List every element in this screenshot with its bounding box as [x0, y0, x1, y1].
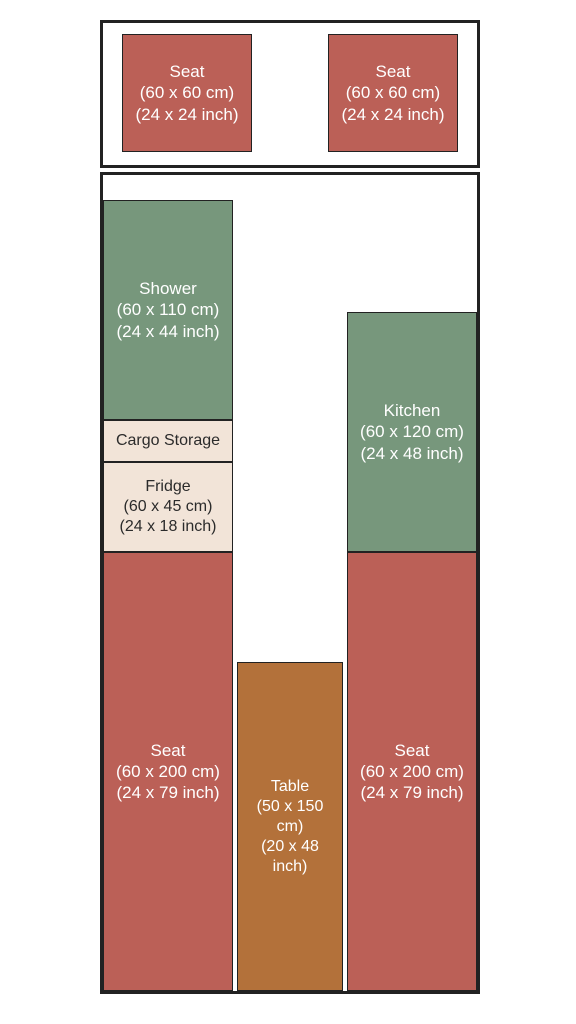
block-title: Seat	[170, 61, 205, 82]
block-dim-in: (24 x 48 inch)	[361, 443, 464, 464]
block-dim-cm: (60 x 60 cm)	[346, 82, 440, 103]
block-title: Shower	[139, 278, 197, 299]
kitchen-block: Kitchen (60 x 120 cm) (24 x 48 inch)	[347, 312, 477, 552]
block-title: Table	[271, 777, 309, 797]
block-dim-cm: (60 x 60 cm)	[140, 82, 234, 103]
block-title: Seat	[151, 740, 186, 761]
block-dim-in: (24 x 18 inch)	[120, 517, 217, 537]
block-dim-cm: (60 x 120 cm)	[360, 421, 464, 442]
block-dim-cm: (60 x 200 cm)	[360, 761, 464, 782]
fridge-block: Fridge (60 x 45 cm) (24 x 18 inch)	[103, 462, 233, 552]
floorplan-canvas: Seat (60 x 60 cm) (24 x 24 inch) Seat (6…	[0, 0, 576, 1024]
block-dim-in: (24 x 24 inch)	[342, 104, 445, 125]
cargo-storage-block: Cargo Storage	[103, 420, 233, 462]
block-title: Fridge	[145, 477, 190, 497]
block-dim-cm: (60 x 200 cm)	[116, 761, 220, 782]
block-dim-in: (24 x 44 inch)	[117, 321, 220, 342]
block-dim-cm: (50 x 150 cm)	[244, 797, 336, 837]
block-title: Seat	[376, 61, 411, 82]
shower-block: Shower (60 x 110 cm) (24 x 44 inch)	[103, 200, 233, 420]
table-block: Table (50 x 150 cm) (20 x 48 inch)	[237, 662, 343, 991]
block-title: Seat	[395, 740, 430, 761]
block-title: Cargo Storage	[116, 431, 220, 451]
block-dim-in: (24 x 79 inch)	[361, 782, 464, 803]
block-dim-in: (20 x 48 inch)	[244, 837, 336, 877]
block-dim-in: (24 x 24 inch)	[136, 104, 239, 125]
seat-front-left: Seat (60 x 60 cm) (24 x 24 inch)	[122, 34, 252, 152]
seat-rear-right: Seat (60 x 200 cm) (24 x 79 inch)	[347, 552, 477, 991]
seat-rear-left: Seat (60 x 200 cm) (24 x 79 inch)	[103, 552, 233, 991]
block-dim-cm: (60 x 45 cm)	[124, 497, 213, 517]
seat-front-right: Seat (60 x 60 cm) (24 x 24 inch)	[328, 34, 458, 152]
block-dim-cm: (60 x 110 cm)	[117, 299, 220, 320]
block-dim-in: (24 x 79 inch)	[117, 782, 220, 803]
block-title: Kitchen	[384, 400, 441, 421]
